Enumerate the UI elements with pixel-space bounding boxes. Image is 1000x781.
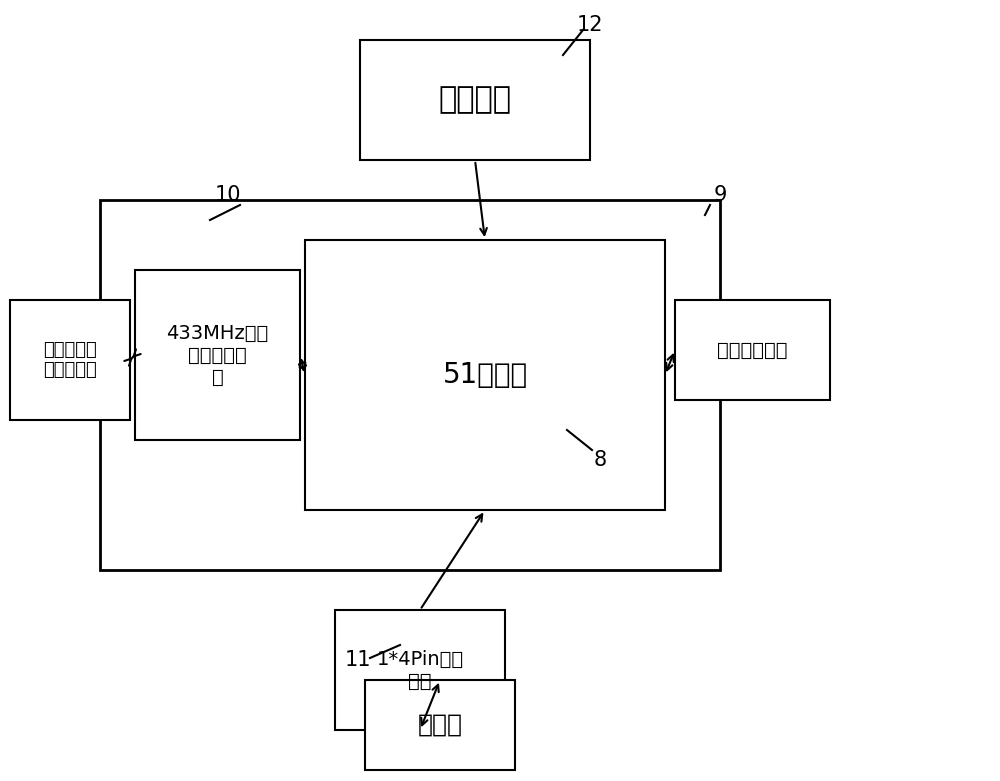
Bar [100, 200, 720, 570]
Text: 10: 10 [215, 185, 241, 205]
Bar [335, 610, 505, 730]
Text: 电源模块: 电源模块 [438, 85, 512, 115]
Text: 上位机: 上位机 [418, 713, 462, 737]
Bar [135, 270, 300, 440]
Text: 51单片机: 51单片机 [442, 361, 528, 389]
Bar [360, 40, 590, 160]
Text: 433MHz无线
射频通信芯
片: 433MHz无线 射频通信芯 片 [166, 323, 269, 387]
Text: 11: 11 [345, 650, 371, 670]
Text: 8: 8 [593, 450, 607, 470]
Bar [10, 300, 130, 420]
Bar [305, 240, 665, 510]
Text: 9: 9 [713, 185, 727, 205]
Text: 12: 12 [577, 15, 603, 35]
Bar [365, 680, 515, 770]
Text: 传感器接收
与发送节点: 传感器接收 与发送节点 [43, 341, 97, 380]
Bar [675, 300, 830, 400]
Text: 温湿度传感器: 温湿度传感器 [717, 341, 788, 359]
Text: 1*4Pin下载
接口: 1*4Pin下载 接口 [376, 650, 464, 690]
